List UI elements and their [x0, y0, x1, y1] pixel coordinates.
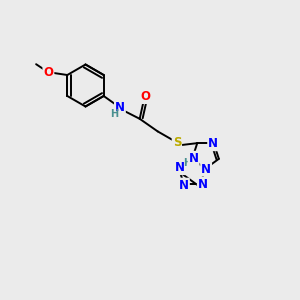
- Text: N: N: [201, 163, 211, 176]
- Text: N: N: [187, 152, 197, 165]
- Text: N: N: [189, 152, 199, 165]
- Text: N: N: [208, 137, 218, 150]
- Text: O: O: [44, 66, 53, 79]
- Text: N: N: [179, 178, 189, 192]
- Text: O: O: [140, 90, 150, 103]
- Text: N: N: [115, 101, 125, 115]
- Text: N: N: [198, 178, 208, 191]
- Text: H: H: [183, 158, 191, 168]
- Text: H: H: [110, 109, 118, 119]
- Text: S: S: [172, 136, 181, 149]
- Text: N: N: [175, 161, 185, 174]
